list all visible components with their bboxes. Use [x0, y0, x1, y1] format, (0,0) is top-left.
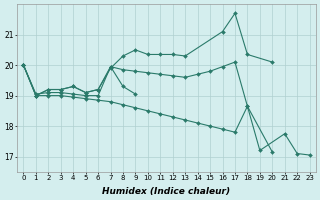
- X-axis label: Humidex (Indice chaleur): Humidex (Indice chaleur): [102, 187, 231, 196]
